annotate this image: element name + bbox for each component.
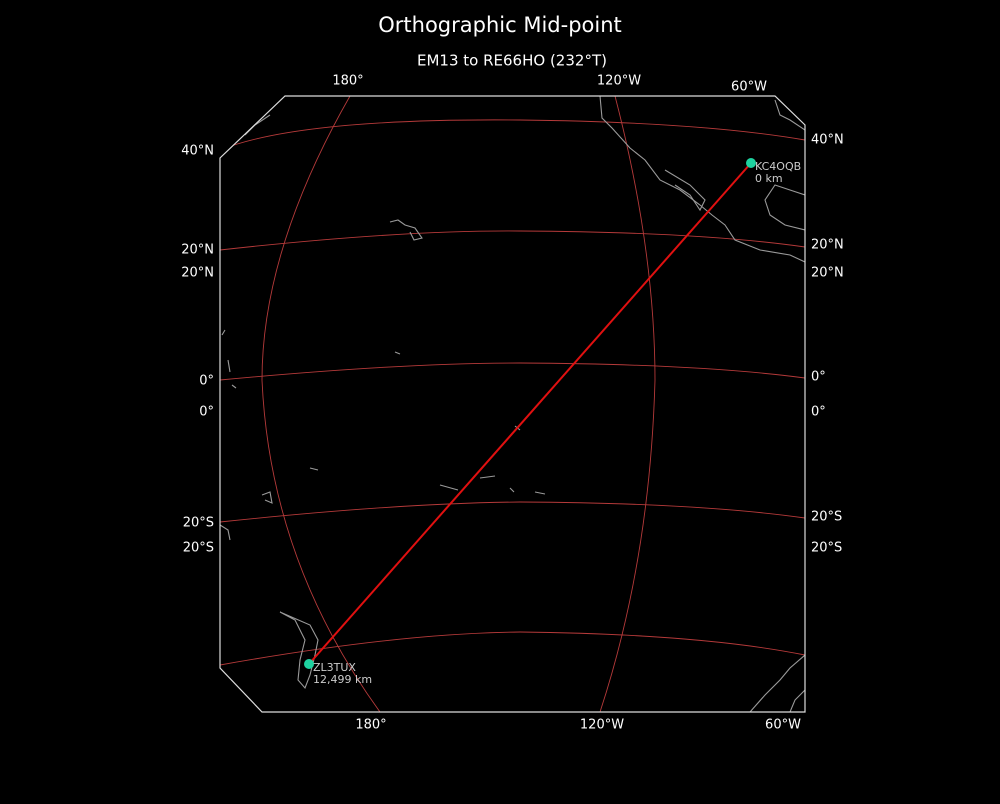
coastline xyxy=(764,184,805,231)
meridian-label: 60°W xyxy=(765,718,801,733)
coastline xyxy=(279,611,319,690)
meridian-label: 180° xyxy=(355,718,386,733)
meridian xyxy=(599,96,656,712)
parallel-label: 20°N xyxy=(181,243,214,258)
station-distance: 0 km xyxy=(755,172,783,185)
parallel xyxy=(220,362,805,381)
meridian-label: 120°W xyxy=(580,718,624,733)
map-frame xyxy=(219,95,806,713)
parallel-label: 0° xyxy=(199,374,214,389)
meridian-label: 120°W xyxy=(597,74,641,89)
coastline xyxy=(244,114,271,136)
parallel-label: 0° xyxy=(811,370,826,385)
parallel-label: 0° xyxy=(199,405,214,420)
coastline xyxy=(599,96,805,263)
meridian-label: 60°W xyxy=(731,80,767,95)
coastline xyxy=(749,654,805,712)
parallel-label: 0° xyxy=(811,405,826,420)
parallel-label: 20°S xyxy=(811,541,842,556)
parallel-label: 20°N xyxy=(811,266,844,281)
coastline xyxy=(220,329,546,541)
station-marker xyxy=(746,158,756,168)
parallel-label: 40°N xyxy=(811,133,844,148)
coastline xyxy=(774,99,805,131)
meridian xyxy=(261,96,381,712)
parallel xyxy=(220,501,805,523)
coastline xyxy=(664,169,706,212)
station-call: ZL3TUX xyxy=(313,661,356,674)
great-circle-path xyxy=(308,162,752,665)
parallel-label: 20°N xyxy=(181,266,214,281)
meridian-label: 180° xyxy=(332,74,363,89)
station-call: KC4OQB xyxy=(755,160,801,173)
title: Orthographic Mid-point xyxy=(378,13,622,37)
coastline xyxy=(789,689,805,712)
parallel-label: 20°S xyxy=(811,510,842,525)
coastline xyxy=(389,219,423,241)
subtitle: EM13 to RE66HO (232°T) xyxy=(417,52,607,70)
parallel xyxy=(220,119,805,151)
parallel-label: 20°S xyxy=(183,516,214,531)
parallel xyxy=(220,230,805,251)
map-body xyxy=(220,96,805,712)
station-distance: 12,499 km xyxy=(313,673,372,686)
labels: 180° 120°W 60°W 180° 120°W 60°W 40°N 20°N 20°N 0°… xyxy=(181,74,844,733)
parallel-label: 40°N xyxy=(181,144,214,159)
parallel xyxy=(220,631,805,666)
parallel-label: 20°N xyxy=(811,238,844,253)
station-marker xyxy=(304,659,314,669)
parallel-label: 20°S xyxy=(183,541,214,556)
